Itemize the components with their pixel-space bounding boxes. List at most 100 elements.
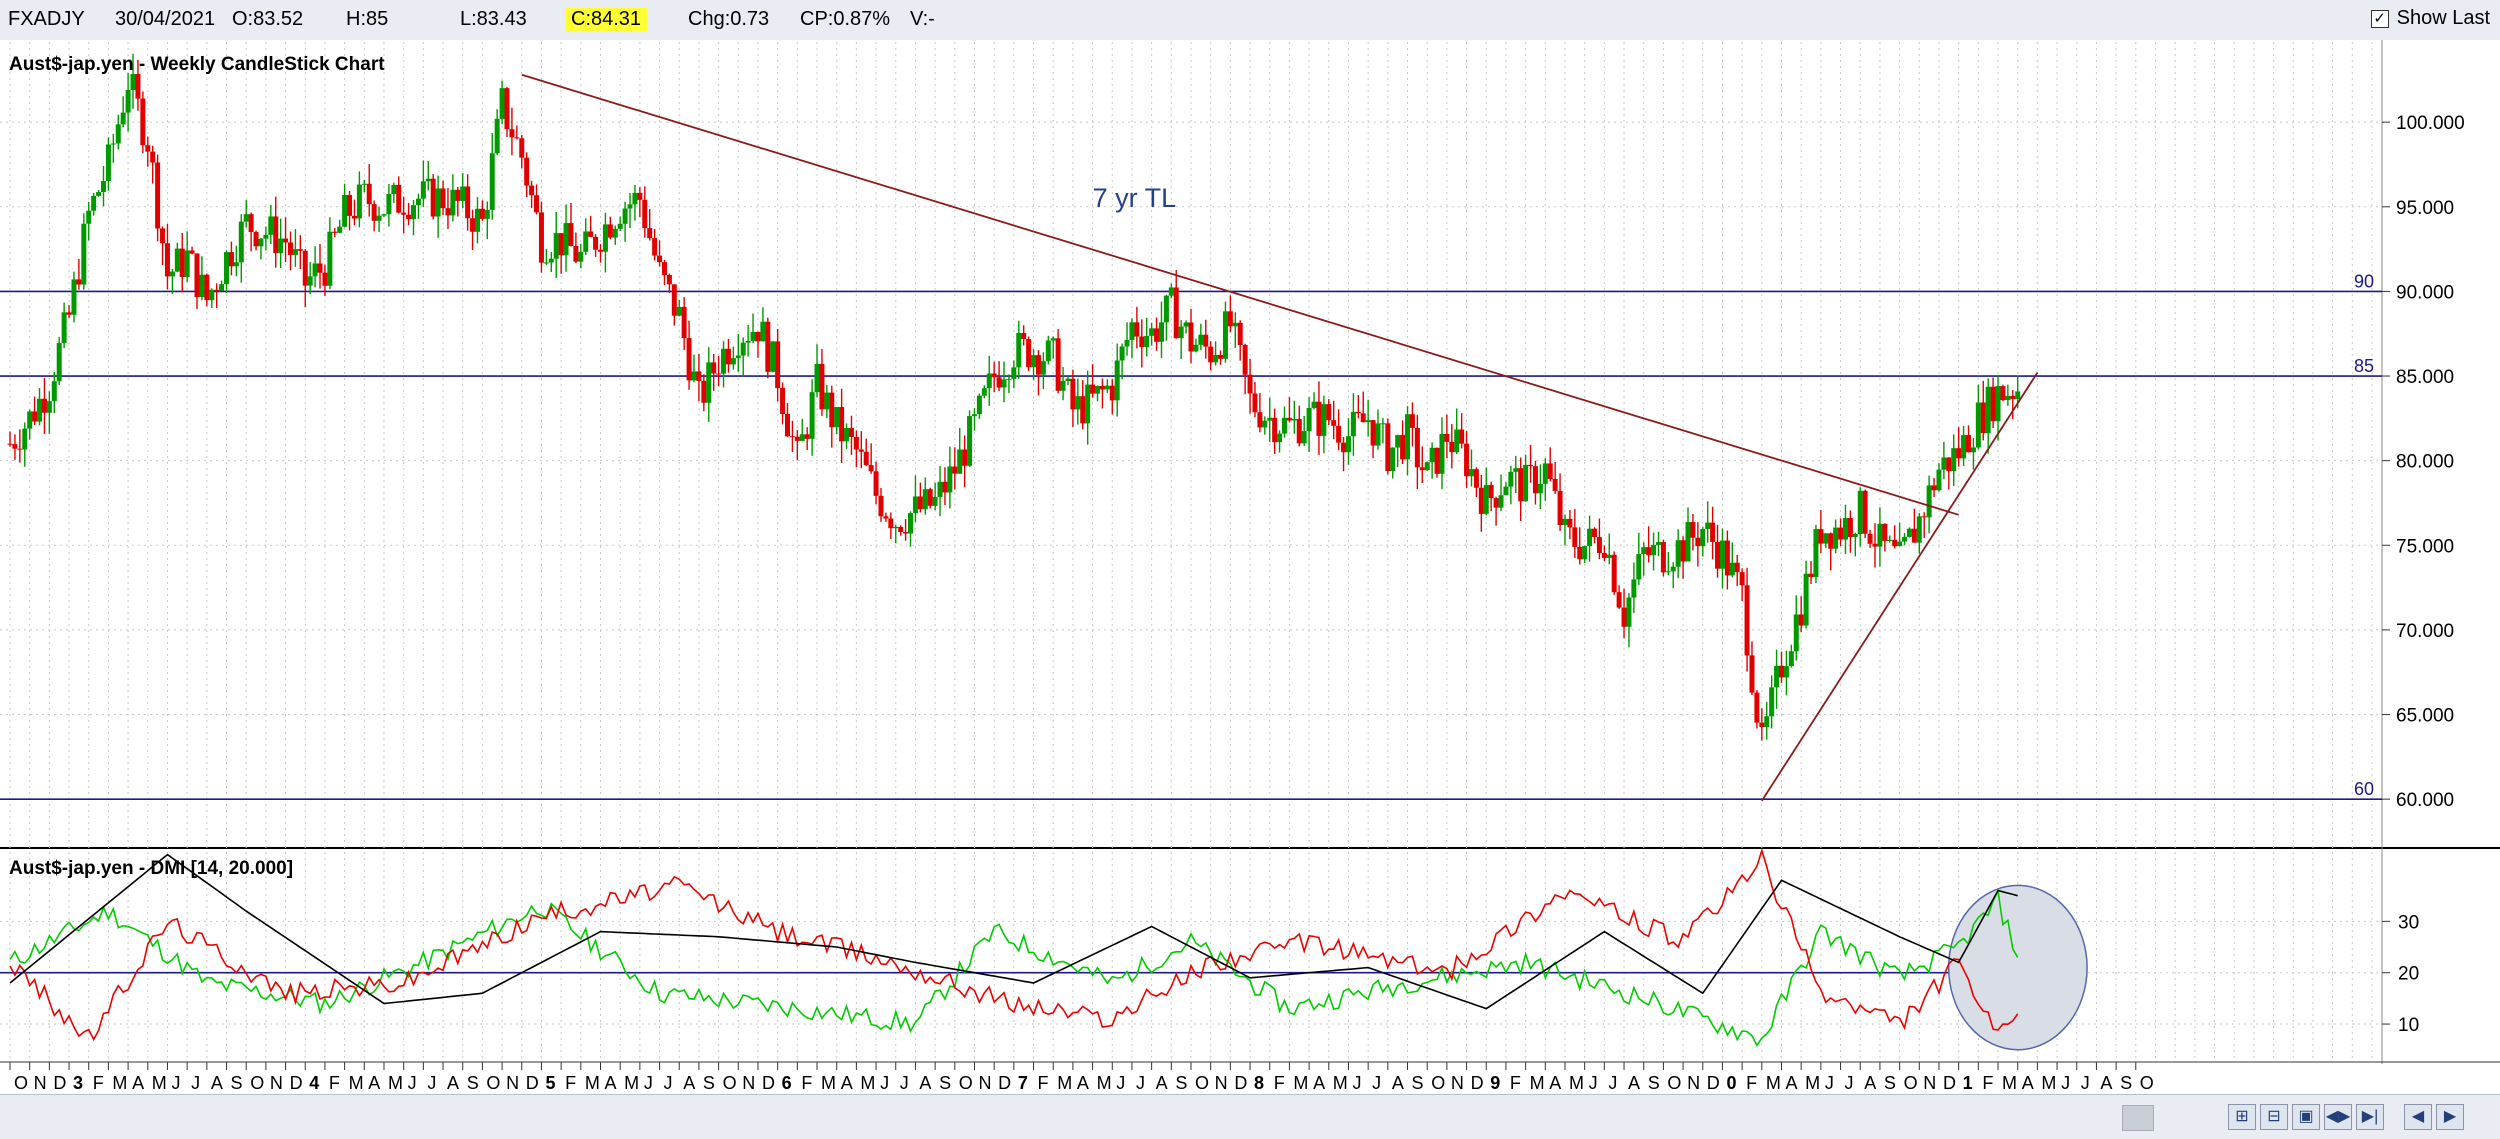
candle-body xyxy=(627,204,633,209)
price-pane[interactable]: 60.000 65.000 70.000 75.000 80.000 85.000 90.0… xyxy=(0,40,2500,1064)
candle-body xyxy=(819,363,825,410)
candle xyxy=(1572,509,1578,558)
candle-body xyxy=(160,228,166,244)
scroll-right-icon[interactable]: ▶ xyxy=(2436,1104,2464,1130)
open-label: O:83.52 xyxy=(232,8,304,30)
candle-body xyxy=(932,496,938,506)
candle xyxy=(455,186,461,217)
y-tick-label: 100.000 xyxy=(2396,113,2465,134)
candle xyxy=(1139,319,1145,368)
chart-area[interactable]: 60.000 65.000 70.000 75.000 80.000 85.000 90.0… xyxy=(0,40,2500,1094)
candle-body xyxy=(1444,433,1450,442)
candle xyxy=(1808,561,1814,585)
candle-body xyxy=(1882,523,1888,541)
candle-body xyxy=(1562,518,1568,526)
candle xyxy=(46,391,52,434)
candle xyxy=(61,302,67,349)
scroll-left-icon[interactable]: ◀ xyxy=(2404,1104,2432,1130)
candle-body xyxy=(391,184,397,195)
candle-body xyxy=(1370,420,1376,446)
candle-body xyxy=(150,151,156,163)
candle xyxy=(1764,701,1770,740)
show-last-toggle[interactable]: ✓ Show Last xyxy=(2370,7,2490,30)
candle-body xyxy=(1508,471,1514,487)
candle xyxy=(701,374,707,412)
candle xyxy=(219,280,225,291)
candle-body xyxy=(228,252,234,267)
candle xyxy=(1877,507,1883,567)
candle-body xyxy=(760,321,766,342)
candle-body xyxy=(1380,423,1386,425)
candle-body xyxy=(1798,614,1804,626)
candle-body xyxy=(1970,447,1976,453)
x-tick-label: M xyxy=(112,1073,127,1093)
show-last-checkbox[interactable]: ✓ xyxy=(2370,9,2389,28)
candle xyxy=(1838,518,1844,547)
x-tick-label: D xyxy=(1943,1073,1956,1093)
candle xyxy=(858,431,864,469)
candle xyxy=(1188,308,1194,364)
candle-body xyxy=(1995,386,2001,422)
candle-body xyxy=(1385,423,1391,472)
candle xyxy=(1035,350,1041,396)
candle xyxy=(164,224,170,290)
candle-body xyxy=(1552,478,1558,491)
low-label: L:83.43 xyxy=(460,8,527,30)
candle xyxy=(1636,532,1642,585)
candle-body xyxy=(1360,413,1366,423)
candle-body xyxy=(1114,360,1120,401)
candle xyxy=(1719,528,1725,589)
candle xyxy=(903,519,909,541)
x-tick-label: J xyxy=(408,1073,417,1093)
candle-body xyxy=(853,436,859,450)
x-tick-label: 7 xyxy=(1018,1073,1028,1093)
candle xyxy=(1158,301,1164,358)
x-tick-label: F xyxy=(801,1073,812,1093)
scroll-end-icon[interactable]: ▶| xyxy=(2356,1104,2384,1130)
candle-body xyxy=(563,223,569,256)
candle-body xyxy=(1700,529,1706,547)
candle-body xyxy=(204,274,210,301)
candle-body xyxy=(1990,386,1996,422)
candle-body xyxy=(1838,527,1844,540)
candle-body xyxy=(243,214,249,222)
candle-body xyxy=(356,184,362,219)
x-tick-label: J xyxy=(644,1073,653,1093)
candle xyxy=(1798,596,1804,633)
candle xyxy=(1651,532,1657,571)
zoom-in-icon[interactable]: ⊞ xyxy=(2228,1104,2256,1130)
scrollbar-thumb[interactable] xyxy=(2122,1105,2154,1131)
candle-body xyxy=(721,348,727,374)
candle xyxy=(1690,513,1696,551)
candle xyxy=(863,438,869,467)
candle xyxy=(794,430,800,461)
x-tick-label: F xyxy=(1746,1073,1757,1093)
candle xyxy=(100,166,106,207)
candle xyxy=(1685,507,1691,562)
candle-body xyxy=(1090,384,1096,394)
candle-body xyxy=(917,496,923,510)
zoom-out-icon[interactable]: ⊟ xyxy=(2260,1104,2288,1130)
candle xyxy=(1109,379,1115,415)
candle-body xyxy=(415,198,421,206)
candle xyxy=(1149,322,1155,346)
scroll-both-icon[interactable]: ◀▶ xyxy=(2324,1104,2352,1130)
x-tick-label: A xyxy=(132,1073,144,1093)
candle xyxy=(406,202,412,226)
candle-body xyxy=(711,362,717,374)
zoom-fit-icon[interactable]: ▣ xyxy=(2292,1104,2320,1130)
candle xyxy=(51,372,57,414)
candle xyxy=(627,192,633,229)
candle xyxy=(730,346,736,370)
candle-body xyxy=(1390,447,1396,472)
dmi-pane[interactable]: 10 20 30 Aust$-jap.yen - DMI [14, 20.000] xyxy=(0,847,2419,1060)
candle-body xyxy=(1532,466,1538,494)
candle-body xyxy=(499,88,505,119)
candle-body xyxy=(1867,533,1873,544)
candle-body xyxy=(440,188,446,209)
candle xyxy=(775,328,781,402)
candle-body xyxy=(1862,490,1868,534)
candle xyxy=(194,253,200,309)
candle xyxy=(1336,409,1342,451)
candle xyxy=(578,243,584,269)
